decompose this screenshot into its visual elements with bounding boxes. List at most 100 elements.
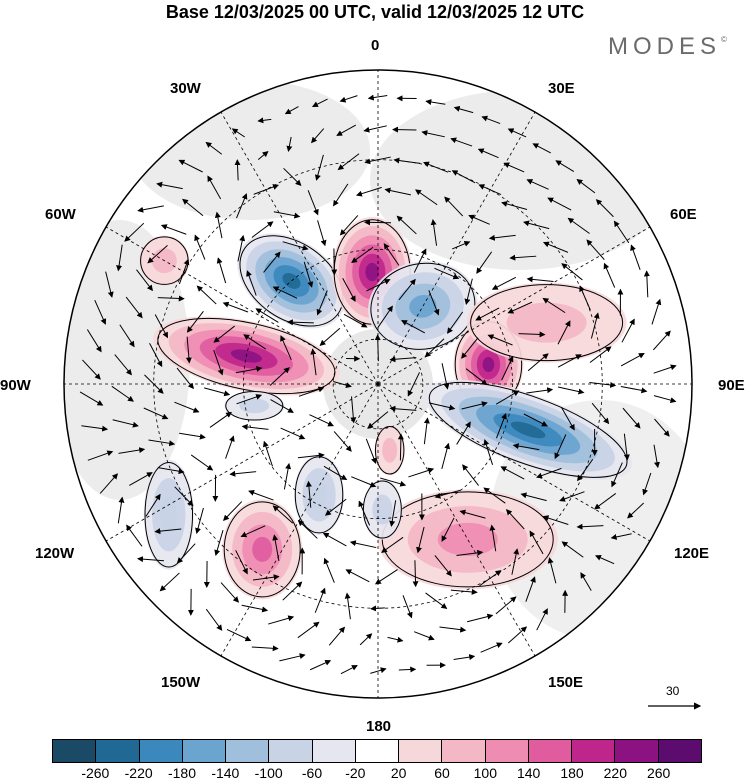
wind-arrow — [593, 493, 617, 510]
copyright-mark: © — [721, 35, 727, 44]
wind-arrow — [311, 98, 328, 107]
wind-arrow — [421, 130, 445, 138]
wind-arrow — [237, 234, 246, 262]
wind-arrow — [178, 159, 203, 173]
wind-arrow — [481, 115, 501, 125]
colorbar-segment — [441, 740, 485, 762]
lon-label-60w: 60W — [45, 206, 76, 223]
lon-label-30e: 30E — [548, 80, 575, 97]
wind-arrow — [450, 588, 478, 595]
wind-arrow — [94, 299, 107, 325]
wind-arrow — [527, 353, 549, 372]
wind-arrow — [116, 244, 123, 272]
wind-arrow — [207, 175, 222, 200]
wind-arrow — [452, 240, 471, 250]
wind-arrow — [339, 95, 358, 103]
wind-arrow — [279, 653, 306, 662]
wind-arrow — [236, 193, 248, 219]
colorbar-segment — [181, 740, 226, 762]
wind-arrow — [223, 501, 243, 521]
wind-arrow — [520, 492, 547, 502]
wind-arrow — [114, 354, 132, 376]
wind-arrow — [444, 196, 464, 217]
wind-arrow — [623, 433, 630, 461]
wind-arrow — [557, 320, 571, 345]
modes-logo-text: MODES — [608, 33, 722, 60]
meridian-line — [105, 226, 379, 385]
wind-arrow — [560, 406, 575, 431]
colorbar-tick-label: -260 — [81, 765, 110, 781]
wind-arrow — [337, 153, 360, 171]
colorbar-segment — [311, 740, 355, 762]
wind-arrow — [253, 184, 279, 195]
wind-arrow — [280, 335, 292, 361]
wind-arrow — [157, 467, 185, 475]
wind-arrow — [314, 154, 324, 181]
wind-arrow — [363, 125, 387, 133]
wind-arrow — [526, 179, 549, 190]
wind-arrow — [286, 319, 314, 326]
wind-arrow — [246, 270, 257, 296]
meridian-line — [377, 111, 536, 385]
wind-arrow — [328, 626, 346, 646]
colorbar-tick-label: -20 — [345, 765, 366, 781]
anomaly-band — [437, 522, 498, 557]
wind-arrow — [423, 417, 430, 445]
wind-arrow — [112, 419, 139, 428]
wind-arrow — [408, 467, 435, 478]
wind-arrow — [186, 311, 204, 333]
wind-arrow — [286, 136, 293, 152]
wind-arrow — [577, 458, 594, 482]
wind-arrow — [280, 427, 306, 440]
wind-arrow — [324, 498, 347, 516]
wind-arrow — [124, 222, 145, 242]
wind-arrow — [653, 330, 671, 351]
lon-label-30w: 30W — [170, 80, 201, 97]
wind-arrow — [148, 439, 176, 447]
anomaly-contour — [374, 426, 405, 475]
wind-arrow — [226, 628, 252, 642]
wind-arrow — [282, 241, 309, 251]
wind-arrow — [529, 530, 544, 555]
wind-arrow — [311, 128, 325, 144]
wind-arrow — [465, 368, 488, 386]
lon-label-90w: 90W — [0, 377, 31, 394]
wind-arrow — [339, 215, 359, 236]
colorbar-segment — [657, 740, 701, 762]
wind-arrow — [176, 367, 194, 390]
wind-arrow — [595, 555, 615, 565]
wind-arrow — [235, 365, 263, 374]
wind-arrow — [182, 198, 204, 217]
wind-arrow — [156, 181, 183, 190]
wind-arrow — [500, 466, 525, 480]
wind-arrow — [248, 490, 274, 501]
wind-arrow — [425, 99, 446, 106]
wind-arrow — [554, 434, 567, 460]
anomaly-band — [282, 272, 301, 289]
wind-arrow — [603, 262, 616, 288]
wind-arrow — [555, 160, 575, 172]
wind-arrow — [144, 374, 164, 394]
lon-label-150e: 150E — [548, 674, 584, 691]
wind-arrow — [434, 555, 452, 577]
anomaly-band — [160, 496, 178, 534]
wind-arrow — [370, 667, 387, 674]
anomaly-low-bering — [362, 479, 403, 540]
anomaly-high-north-pacific — [377, 489, 558, 590]
wind-arrow — [461, 337, 479, 359]
wind-arrow — [589, 346, 612, 363]
wind-arrow — [118, 447, 146, 454]
wind-arrow — [441, 442, 451, 470]
wind-arrow — [234, 159, 241, 181]
meridian-line — [377, 383, 651, 542]
wind-arrow — [389, 500, 397, 527]
vector-scale-value: 30 — [666, 684, 680, 698]
wind-arrow — [441, 363, 450, 390]
wind-arrow — [653, 364, 677, 374]
wind-arrow — [350, 396, 357, 424]
wind-arrow — [283, 167, 302, 186]
wind-arrow — [367, 94, 388, 101]
wind-arrow — [196, 285, 217, 305]
wind-arrow — [129, 472, 153, 486]
colorbar-segment — [268, 740, 312, 762]
